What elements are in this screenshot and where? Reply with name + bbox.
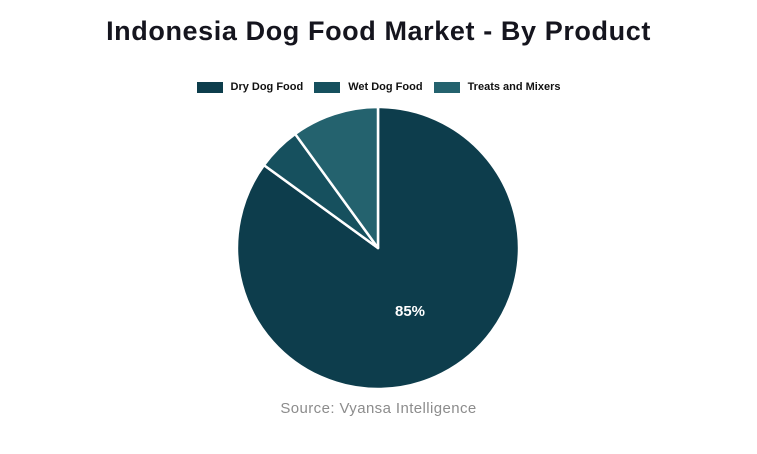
chart-title: Indonesia Dog Food Market - By Product — [106, 16, 651, 46]
legend-swatch-wet-dog-food — [314, 81, 341, 93]
legend-item-dry-dog-food: Dry Dog Food — [196, 81, 304, 93]
legend-item-wet-dog-food: Wet Dog Food — [314, 81, 423, 93]
pie-chart: 85% — [235, 105, 521, 391]
source-caption: Source: Vyansa Intelligence — [280, 400, 477, 417]
legend-label-dry-dog-food: Dry Dog Food — [230, 81, 304, 93]
legend-swatch-dry-dog-food — [196, 81, 223, 93]
pie-chart-container: 85% — [228, 98, 528, 398]
pie-slice-treats-and-mixers — [293, 105, 380, 250]
legend-label-wet-dog-food: Wet Dog Food — [348, 81, 423, 93]
legend-label-treats-and-mixers: Treats and Mixers — [467, 81, 561, 93]
legend-item-treats-and-mixers: Treats and Mixers — [433, 81, 561, 93]
legend: Dry Dog Food Wet Dog Food Treats and Mix… — [0, 81, 757, 93]
legend-swatch-treats-and-mixers — [433, 81, 460, 93]
pie-slice-label: 85% — [395, 303, 425, 320]
